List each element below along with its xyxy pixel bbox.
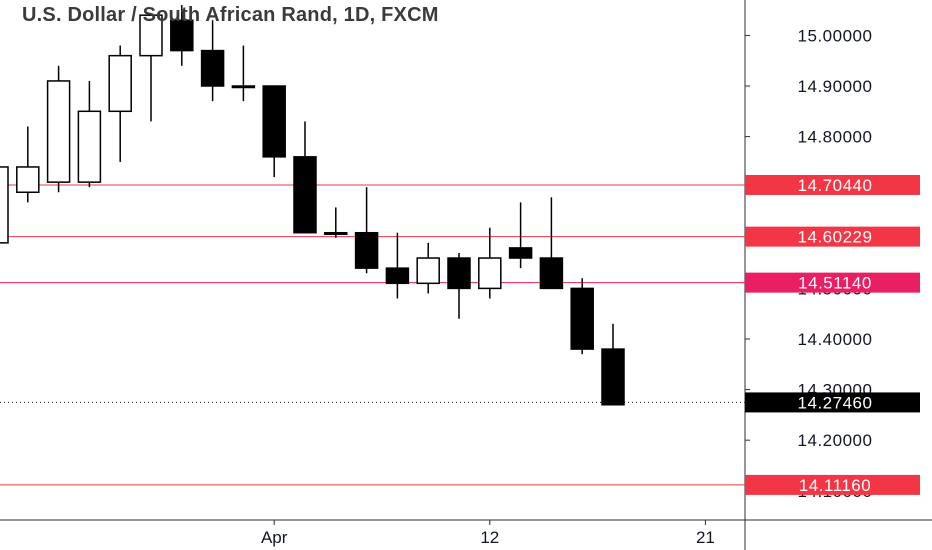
candle-body-down[interactable] <box>262 85 286 158</box>
x-tick-label: 12 <box>480 528 499 547</box>
x-tick-label: Apr <box>261 528 288 547</box>
chart-title: U.S. Dollar / South African Rand, 1D, FX… <box>22 4 439 26</box>
candle-body-down[interactable] <box>539 257 564 290</box>
candle-body-up[interactable] <box>77 110 102 183</box>
candle-body-down[interactable] <box>385 267 410 285</box>
y-tick-label: 14.40000 <box>798 330 873 349</box>
price-level-tag <box>745 474 920 495</box>
last-price-label: 14.27460 <box>798 393 873 412</box>
candle-body-down[interactable] <box>601 348 625 406</box>
candle-body-up[interactable] <box>231 85 256 89</box>
candle-body-down[interactable] <box>354 231 379 269</box>
price-level-label: 14.60229 <box>798 228 873 247</box>
y-tick-label: 14.80000 <box>798 128 873 147</box>
candle-body-up[interactable] <box>108 54 132 113</box>
y-tick-label: 14.20000 <box>798 431 873 450</box>
candle-body-up[interactable] <box>0 166 9 244</box>
price-level-tag <box>745 174 920 195</box>
candle-body-down[interactable] <box>570 287 594 350</box>
price-level-label: 14.11160 <box>799 476 871 495</box>
last-price-tag <box>745 392 920 413</box>
candle-body-down[interactable] <box>200 49 225 87</box>
x-tick-label: 21 <box>696 528 715 547</box>
candle-body-up[interactable] <box>16 166 40 194</box>
candle-body-up[interactable] <box>478 257 502 290</box>
price-level-label: 14.70440 <box>798 176 873 195</box>
candle-body-up[interactable] <box>324 231 348 235</box>
y-tick-label: 15.00000 <box>798 26 873 45</box>
candle-body-up[interactable] <box>46 80 71 183</box>
candle-body-up[interactable] <box>139 14 163 57</box>
y-tick-label: 14.90000 <box>798 77 873 96</box>
price-level-label: 14.51140 <box>798 274 872 293</box>
candle-body-up[interactable] <box>416 257 440 285</box>
price-level-tag <box>745 226 920 247</box>
candle-body-down[interactable] <box>293 156 317 234</box>
candle-body-down[interactable] <box>447 257 471 290</box>
candle-body-down[interactable] <box>170 19 194 52</box>
price-level-tag <box>745 272 920 293</box>
candle-body-down[interactable] <box>508 247 533 259</box>
